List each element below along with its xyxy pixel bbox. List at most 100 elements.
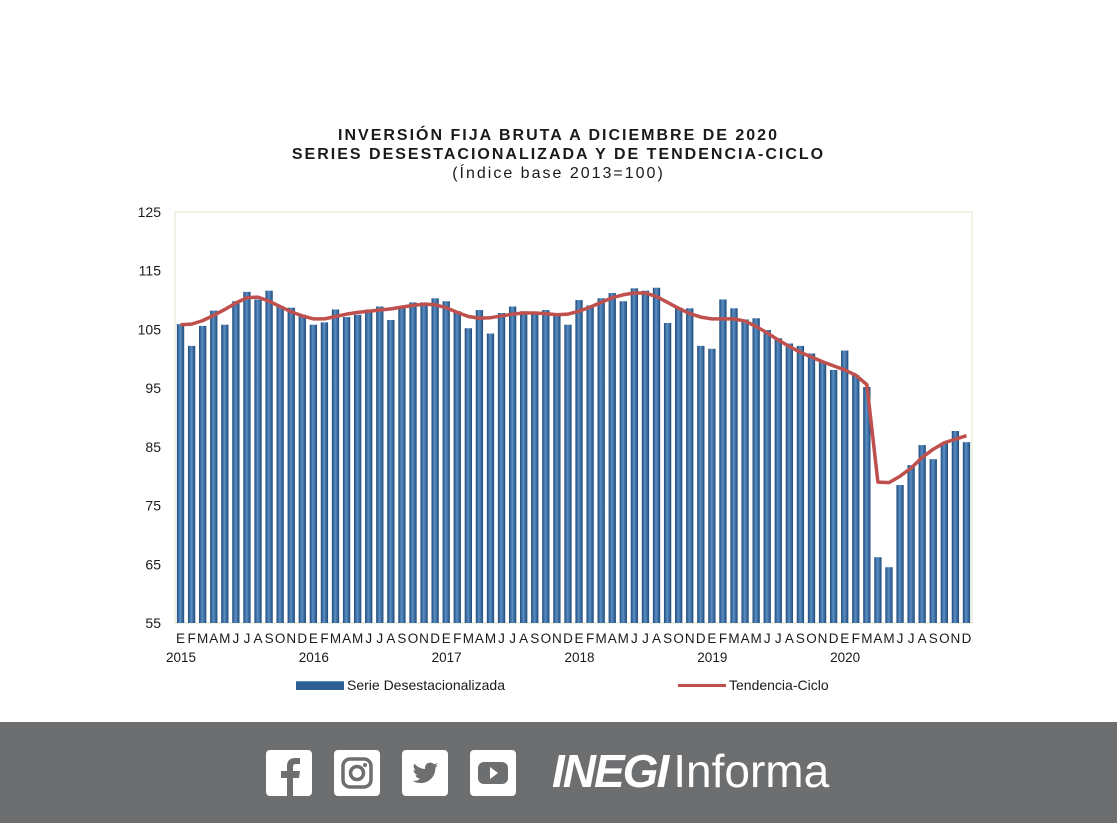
x-tick-label: M [861, 631, 872, 646]
legend-label-bars: Serie Desestacionalizada [347, 677, 505, 693]
x-tick-label: A [652, 631, 661, 646]
x-tick-label: O [673, 631, 684, 646]
bar [276, 305, 284, 623]
x-tick-label: M [596, 631, 607, 646]
x-tick-label: N [818, 631, 828, 646]
trend-series [180, 291, 968, 485]
bar [486, 333, 495, 623]
bar [497, 312, 506, 623]
x-tick-label: J [498, 631, 505, 646]
brand-informa: Informa [673, 745, 830, 797]
x-tick-label: M [618, 631, 629, 646]
bar [331, 309, 340, 623]
x-tick-label: A [918, 631, 927, 646]
x-tick-label: E [176, 631, 185, 646]
bar [730, 308, 738, 623]
y-axis: 55 65 75 85 95 105 115 125 [138, 204, 162, 631]
bar [896, 485, 904, 623]
bar [929, 459, 937, 623]
youtube-icon[interactable] [470, 750, 516, 796]
x-year-label: 2015 [166, 650, 196, 665]
bar [376, 306, 384, 623]
inegi-informa-logo: INEGI Informa [552, 744, 829, 800]
bar [608, 293, 616, 623]
y-tick-label: 65 [145, 556, 161, 572]
twitter-icon[interactable] [402, 750, 448, 796]
x-tick-label: D [297, 631, 307, 646]
x-tick-label: A [608, 631, 617, 646]
bar [852, 375, 860, 623]
bar [641, 290, 650, 623]
x-tick-label: S [530, 631, 539, 646]
bar [176, 324, 185, 623]
plot-area-border [174, 211, 973, 624]
bar [719, 299, 727, 623]
bar [387, 320, 395, 623]
bar [398, 307, 406, 623]
x-tick-label: O [408, 631, 419, 646]
bar-series [176, 287, 971, 623]
x-year-label: 2017 [432, 650, 462, 665]
bar [531, 314, 539, 623]
bar [520, 311, 528, 623]
x-tick-label: E [442, 631, 451, 646]
bar [542, 310, 550, 623]
bar [243, 291, 251, 623]
bar [431, 298, 439, 623]
x-tick-label: S [929, 631, 938, 646]
x-tick-label: J [764, 631, 771, 646]
bar [885, 567, 893, 623]
y-tick-label: 125 [138, 204, 162, 220]
x-tick-label: M [485, 631, 496, 646]
bar [741, 319, 749, 623]
x-tick-label: E [309, 631, 318, 646]
x-tick-label: A [741, 631, 750, 646]
y-tick-label: 75 [145, 498, 161, 514]
y-tick-label: 85 [145, 439, 161, 455]
x-tick-label: J [897, 631, 904, 646]
legend-label-trend: Tendencia-Ciclo [729, 677, 829, 693]
x-tick-label: E [575, 631, 584, 646]
bar [785, 343, 794, 623]
bar [763, 330, 771, 623]
x-tick-label: M [463, 631, 474, 646]
x-tick-label: O [541, 631, 552, 646]
bar [575, 300, 583, 623]
y-tick-label: 55 [145, 615, 161, 631]
x-tick-label: F [586, 631, 594, 646]
x-tick-label: M [330, 631, 341, 646]
bar [874, 557, 882, 623]
x-tick-label: F [187, 631, 195, 646]
x-tick-label: J [631, 631, 638, 646]
x-tick-label: J [775, 631, 782, 646]
x-tick-label: S [663, 631, 672, 646]
bar [697, 345, 705, 623]
bar [365, 309, 373, 623]
bar [951, 431, 960, 623]
bar [708, 348, 716, 623]
x-year-label: 2016 [299, 650, 329, 665]
x-tick-label: F [453, 631, 461, 646]
legend-item-trend: Tendencia-Ciclo [678, 676, 829, 694]
x-tick-label: F [320, 631, 328, 646]
x-tick-label: E [707, 631, 716, 646]
x-year-label: 2020 [830, 650, 860, 665]
bar [807, 353, 816, 623]
x-tick-label: A [386, 631, 395, 646]
bar [675, 307, 683, 623]
bar [652, 287, 661, 623]
x-tick-label: A [342, 631, 351, 646]
bar [508, 306, 517, 623]
bar [774, 338, 782, 623]
x-tick-label: F [852, 631, 860, 646]
x-tick-label: D [962, 631, 972, 646]
bar [420, 302, 428, 623]
bar [464, 328, 472, 623]
x-tick-label: D [696, 631, 706, 646]
bar [752, 318, 760, 623]
x-year-label: 2019 [697, 650, 727, 665]
facebook-icon[interactable] [266, 750, 312, 796]
instagram-icon[interactable] [334, 750, 380, 796]
